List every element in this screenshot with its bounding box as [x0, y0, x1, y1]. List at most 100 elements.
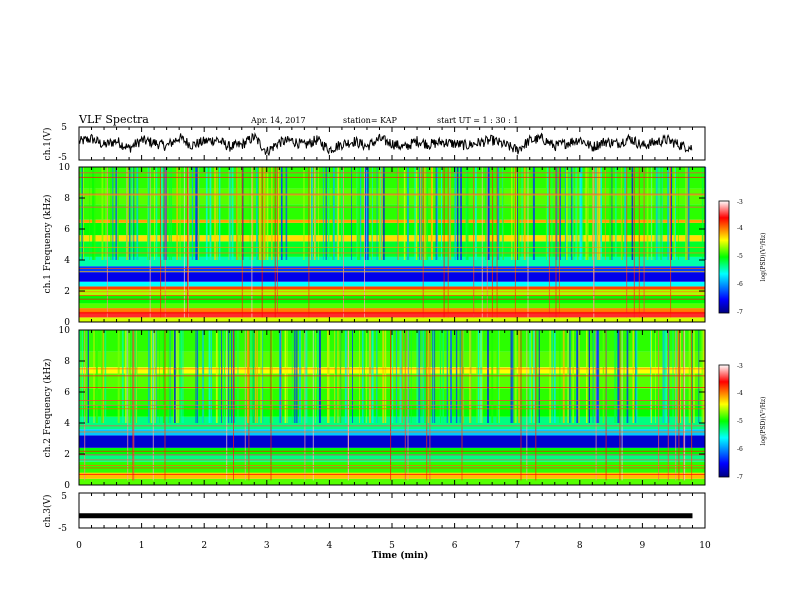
- ch2-spec-streak: [339, 330, 341, 423]
- ch2-spec-band-2: [79, 461, 705, 473]
- ch1-spec-sferic: [558, 167, 560, 318]
- ch1-spec-streak: [188, 167, 190, 260]
- ch2-spec-streak: [385, 330, 387, 423]
- ch2-spec-narrowband: [79, 368, 705, 370]
- ch2-spec-streak: [256, 330, 258, 423]
- ch1-spec-streak: [170, 167, 172, 260]
- ch2-spec-streak: [252, 330, 255, 423]
- ch2-spec-streak: [286, 330, 288, 423]
- ch1-spec-streak: [148, 167, 151, 260]
- ch1-spec-ytick-label: 10: [59, 163, 71, 173]
- ch2-spec-narrowband: [79, 425, 705, 427]
- ch1-ytick-top: 5: [61, 123, 67, 133]
- ch2-spec-narrowband: [79, 387, 705, 388]
- ch1-spec-streak: [136, 167, 138, 260]
- ch2-spec-streak: [570, 330, 571, 423]
- ch1-spec-streak: [372, 167, 373, 260]
- ch1-spec-streak: [485, 167, 487, 260]
- ch1-spec-streak: [460, 167, 462, 260]
- ch2-spec-streak: [569, 330, 570, 423]
- ch1-spec-streak: [646, 167, 649, 260]
- ch1-spec-streak: [242, 167, 244, 260]
- ch2-spec-streak: [481, 330, 483, 423]
- ch2-spec-streak: [384, 330, 386, 423]
- ch1-spec-sferic: [514, 167, 516, 318]
- time-tick-label: 1: [139, 541, 145, 551]
- cb1-tick-1: -4: [737, 225, 743, 232]
- ch2-spec-streak: [614, 330, 617, 423]
- ch1-spec-streak: [271, 167, 273, 260]
- ch1-spec-streak: [285, 167, 288, 260]
- ch1-spec-streak: [598, 167, 601, 260]
- ch2-spec-streak: [208, 330, 211, 423]
- ch1-spec-band-5: [79, 289, 705, 296]
- ch1-spec-streak: [131, 167, 133, 260]
- ch2-spec-streak: [434, 330, 436, 423]
- ch1-spec-streak: [624, 167, 626, 260]
- ch1-spec-streak: [517, 167, 520, 260]
- time-axis-labels: 0 1 2 3 4 5 6 7 8 9 10: [76, 541, 711, 551]
- ch1-spec-streak: [686, 167, 689, 260]
- ch2-spec-streak: [231, 330, 233, 423]
- ch2-spec-streak: [135, 330, 137, 423]
- ch2-spec-narrowband: [79, 404, 705, 406]
- ch1-spec-streak: [81, 167, 83, 260]
- ch2-spec-streak: [533, 330, 535, 423]
- cb1-tick-0: -3: [737, 199, 743, 206]
- ch2-spec-streak: [498, 330, 499, 423]
- ch1-spec-streak: [228, 167, 231, 260]
- time-tick-label: 4: [327, 541, 333, 551]
- ch2-spec-streak: [579, 330, 580, 423]
- ch1-spec-streak: [117, 167, 119, 260]
- ch1-spec-sferic: [481, 167, 483, 318]
- ch2-spec-streak: [511, 330, 514, 423]
- ch1-spec-sferic: [241, 167, 243, 318]
- ch2-spec-streak: [296, 330, 298, 423]
- ch2-spec-narrowband: [79, 467, 705, 469]
- ch1-spec-streak: [155, 167, 158, 260]
- ch1-spec-streak: [492, 167, 494, 260]
- ch2-spec-streak: [300, 330, 302, 423]
- ch2-spec-streak: [518, 330, 520, 423]
- ch1-spec-streak: [214, 167, 216, 260]
- ch2-spec-streak: [567, 330, 569, 423]
- ch3-ytick-bottom: -5: [58, 524, 67, 534]
- ch1-spec-streak: [314, 167, 316, 260]
- ch1-spec-streak: [670, 167, 672, 260]
- ch1-spec-band-16: [79, 188, 705, 205]
- ch1-spec-streak: [325, 167, 327, 260]
- ch1-spec-streak: [454, 167, 457, 260]
- ch1-spec-streak: [260, 167, 262, 260]
- ch2-spec-streak: [530, 330, 532, 423]
- ch2-spec-streak: [175, 330, 178, 423]
- ch1-spec-band-13: [79, 222, 705, 236]
- ch1-spec-band-12: [79, 235, 705, 242]
- ch1-spec-streak: [364, 167, 367, 260]
- ch1-frequency-ylabel: ch.1 Frequency (kHz): [42, 195, 53, 294]
- ch2-spec-streak: [529, 330, 531, 423]
- cb2-tick-1: -4: [737, 390, 743, 397]
- ch1-spec-streak: [466, 167, 469, 260]
- ch2-spec-streak: [455, 330, 458, 423]
- ch2-spec-streak: [424, 330, 426, 423]
- ch2-spec-streak: [423, 330, 425, 423]
- ch2-spec-streak: [362, 330, 364, 423]
- ch1-spec-streak: [228, 167, 230, 260]
- ch1-spec-streak: [256, 167, 258, 260]
- ch1-spec-ytick-label: 0: [64, 318, 70, 328]
- ch2-spec-streak: [178, 330, 181, 423]
- ch1-spec-streak: [651, 167, 652, 260]
- ch1-spec-streak: [701, 167, 704, 260]
- ch2-spec-streak: [173, 330, 175, 423]
- ch1-spec-streak: [127, 167, 129, 260]
- ch1-spec-streak: [322, 167, 324, 260]
- ch1-spec-streak: [547, 167, 549, 260]
- ch1-spec-narrowband: [79, 172, 705, 174]
- ch2-spec-streak: [679, 330, 682, 423]
- ch1-spec-streak: [501, 167, 503, 260]
- ch2-spec-streak: [382, 330, 384, 423]
- ch1-spec-streak: [376, 167, 378, 260]
- ch2-spec-narrowband: [79, 474, 705, 475]
- ch1-spec-narrowband: [79, 311, 705, 313]
- ch1-spec-sferic: [422, 167, 424, 318]
